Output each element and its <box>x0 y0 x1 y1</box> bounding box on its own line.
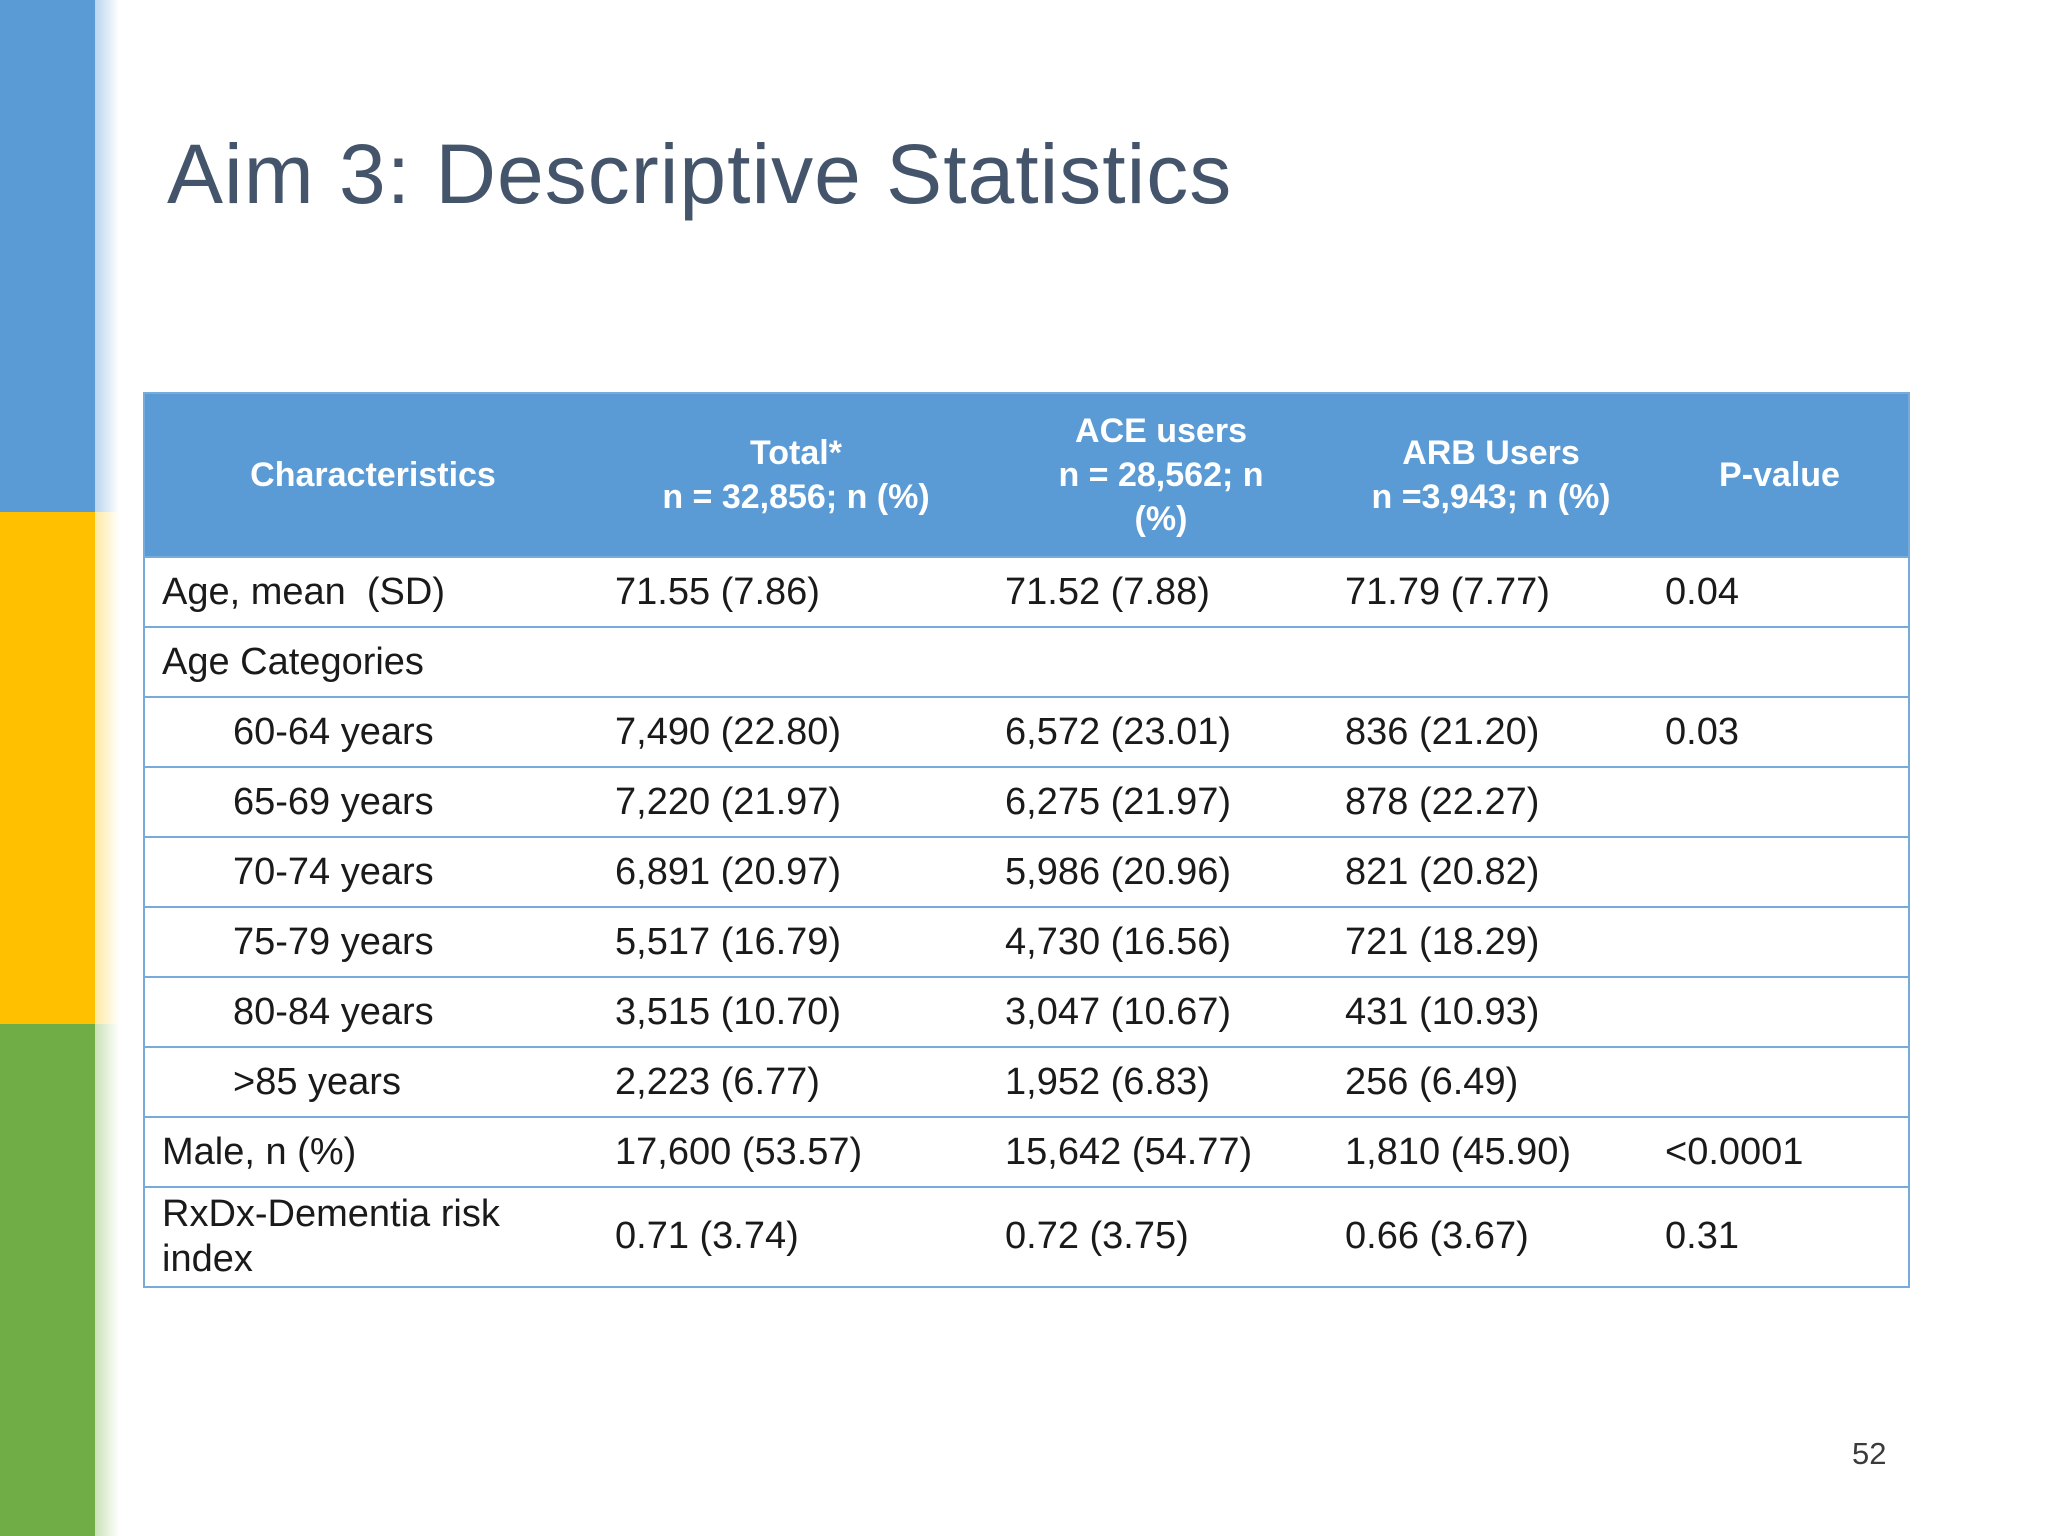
left-accent-bar-yellow <box>0 512 95 1024</box>
cell-p-value <box>1651 1046 1909 1118</box>
cell-arb: 836 (21.20) <box>1331 696 1651 768</box>
cell-total: 2,223 (6.77) <box>601 1046 991 1118</box>
cell-ace: 3,047 (10.67) <box>991 976 1331 1048</box>
slide-title: Aim 3: Descriptive Statistics <box>167 127 1233 221</box>
descriptive-statistics-table: Characteristics Total* n = 32,856; n (%)… <box>143 392 1910 1288</box>
cell-p-value <box>1651 906 1909 978</box>
row-label: 60-64 years <box>144 696 601 768</box>
table-row: 70-74 years 6,891 (20.97) 5,986 (20.96) … <box>144 836 1909 908</box>
table-row: 60-64 years 7,490 (22.80) 6,572 (23.01) … <box>144 696 1909 768</box>
page-number: 52 <box>1852 1436 1887 1471</box>
cell-total: 0.71 (3.74) <box>601 1186 991 1288</box>
cell-total: 6,891 (20.97) <box>601 836 991 908</box>
cell-total: 5,517 (16.79) <box>601 906 991 978</box>
cell-p-value <box>1651 976 1909 1048</box>
table-row: 80-84 years 3,515 (10.70) 3,047 (10.67) … <box>144 976 1909 1048</box>
cell-p-value <box>1651 836 1909 908</box>
table-row: Age, mean (SD) 71.55 (7.86) 71.52 (7.88)… <box>144 556 1909 628</box>
cell-arb: 0.66 (3.67) <box>1331 1186 1651 1288</box>
row-label: RxDx-Dementia risk index <box>144 1186 601 1288</box>
cell-ace: 15,642 (54.77) <box>991 1116 1331 1188</box>
cell-arb: 821 (20.82) <box>1331 836 1651 908</box>
table-row: Male, n (%) 17,600 (53.57) 15,642 (54.77… <box>144 1116 1909 1188</box>
cell-total: 3,515 (10.70) <box>601 976 991 1048</box>
cell-total: 7,220 (21.97) <box>601 766 991 838</box>
left-accent-fade-green <box>95 1024 119 1536</box>
row-label: Age, mean (SD) <box>144 556 601 628</box>
cell-ace: 6,572 (23.01) <box>991 696 1331 768</box>
cell-arb: 721 (18.29) <box>1331 906 1651 978</box>
row-label: Male, n (%) <box>144 1116 601 1188</box>
left-accent-fade-blue <box>95 0 119 512</box>
row-label: >85 years <box>144 1046 601 1118</box>
cell-ace <box>991 626 1331 698</box>
table-row: 75-79 years 5,517 (16.79) 4,730 (16.56) … <box>144 906 1909 978</box>
left-accent-bar-blue <box>0 0 95 512</box>
cell-p-value: <0.0001 <box>1651 1116 1909 1188</box>
cell-total: 7,490 (22.80) <box>601 696 991 768</box>
row-label: 80-84 years <box>144 976 601 1048</box>
cell-arb: 431 (10.93) <box>1331 976 1651 1048</box>
table-row: >85 years 2,223 (6.77) 1,952 (6.83) 256 … <box>144 1046 1909 1118</box>
table-row: 65-69 years 7,220 (21.97) 6,275 (21.97) … <box>144 766 1909 838</box>
header-total: Total* n = 32,856; n (%) <box>662 433 930 516</box>
cell-ace: 5,986 (20.96) <box>991 836 1331 908</box>
cell-p-value <box>1651 766 1909 838</box>
cell-total <box>601 626 991 698</box>
header-arb-users: ARB Users n =3,943; n (%) <box>1371 433 1611 516</box>
cell-arb <box>1331 626 1651 698</box>
left-accent-bar-green <box>0 1024 95 1536</box>
cell-total: 71.55 (7.86) <box>601 556 991 628</box>
cell-ace: 0.72 (3.75) <box>991 1186 1331 1288</box>
row-label: Age Categories <box>144 626 601 698</box>
cell-arb: 878 (22.27) <box>1331 766 1651 838</box>
cell-arb: 71.79 (7.77) <box>1331 556 1651 628</box>
header-characteristics: Characteristics <box>250 455 496 494</box>
cell-p-value: 0.04 <box>1651 556 1909 628</box>
row-label: 65-69 years <box>144 766 601 838</box>
left-accent-fade-yellow <box>95 512 119 1024</box>
cell-ace: 4,730 (16.56) <box>991 906 1331 978</box>
header-ace-users: ACE users n = 28,562; n (%) <box>1058 411 1264 539</box>
row-label: 75-79 years <box>144 906 601 978</box>
table-row: RxDx-Dementia risk index 0.71 (3.74) 0.7… <box>144 1186 1909 1288</box>
cell-ace: 6,275 (21.97) <box>991 766 1331 838</box>
cell-p-value: 0.03 <box>1651 696 1909 768</box>
table-row: Age Categories <box>144 626 1909 698</box>
row-label: 70-74 years <box>144 836 601 908</box>
table-header-row: Characteristics Total* n = 32,856; n (%)… <box>144 393 1909 557</box>
cell-p-value <box>1651 626 1909 698</box>
cell-total: 17,600 (53.57) <box>601 1116 991 1188</box>
header-p-value: P-value <box>1719 455 1840 494</box>
cell-arb: 256 (6.49) <box>1331 1046 1651 1118</box>
cell-ace: 1,952 (6.83) <box>991 1046 1331 1118</box>
cell-ace: 71.52 (7.88) <box>991 556 1331 628</box>
cell-arb: 1,810 (45.90) <box>1331 1116 1651 1188</box>
cell-p-value: 0.31 <box>1651 1186 1909 1288</box>
